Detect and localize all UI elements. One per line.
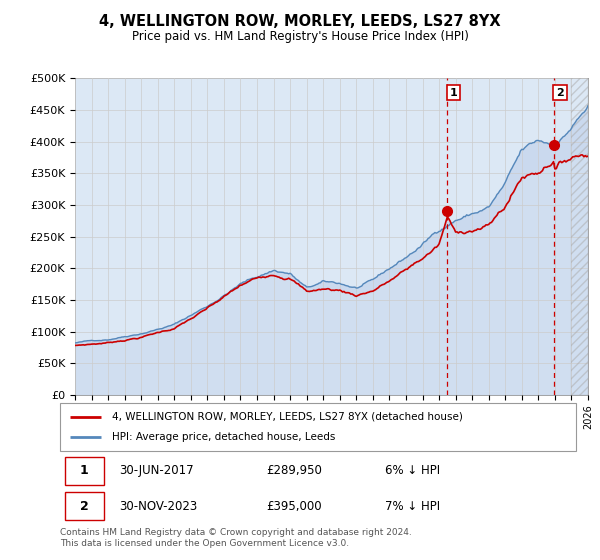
Text: 4, WELLINGTON ROW, MORLEY, LEEDS, LS27 8YX (detached house): 4, WELLINGTON ROW, MORLEY, LEEDS, LS27 8… bbox=[112, 412, 463, 422]
Text: £395,000: £395,000 bbox=[266, 500, 322, 512]
Text: 7% ↓ HPI: 7% ↓ HPI bbox=[385, 500, 440, 512]
Text: 4, WELLINGTON ROW, MORLEY, LEEDS, LS27 8YX: 4, WELLINGTON ROW, MORLEY, LEEDS, LS27 8… bbox=[99, 14, 501, 29]
Text: 1: 1 bbox=[80, 464, 89, 477]
Text: Price paid vs. HM Land Registry's House Price Index (HPI): Price paid vs. HM Land Registry's House … bbox=[131, 30, 469, 43]
Text: 1: 1 bbox=[450, 87, 458, 97]
Text: HPI: Average price, detached house, Leeds: HPI: Average price, detached house, Leed… bbox=[112, 432, 335, 442]
Text: 2: 2 bbox=[80, 500, 89, 512]
FancyBboxPatch shape bbox=[65, 457, 104, 485]
Text: 6% ↓ HPI: 6% ↓ HPI bbox=[385, 464, 440, 477]
Text: 30-JUN-2017: 30-JUN-2017 bbox=[119, 464, 194, 477]
Text: £289,950: £289,950 bbox=[266, 464, 322, 477]
FancyBboxPatch shape bbox=[65, 492, 104, 520]
FancyBboxPatch shape bbox=[60, 403, 576, 451]
Text: 2: 2 bbox=[556, 87, 564, 97]
Text: 30-NOV-2023: 30-NOV-2023 bbox=[119, 500, 197, 512]
Text: Contains HM Land Registry data © Crown copyright and database right 2024.
This d: Contains HM Land Registry data © Crown c… bbox=[60, 528, 412, 548]
